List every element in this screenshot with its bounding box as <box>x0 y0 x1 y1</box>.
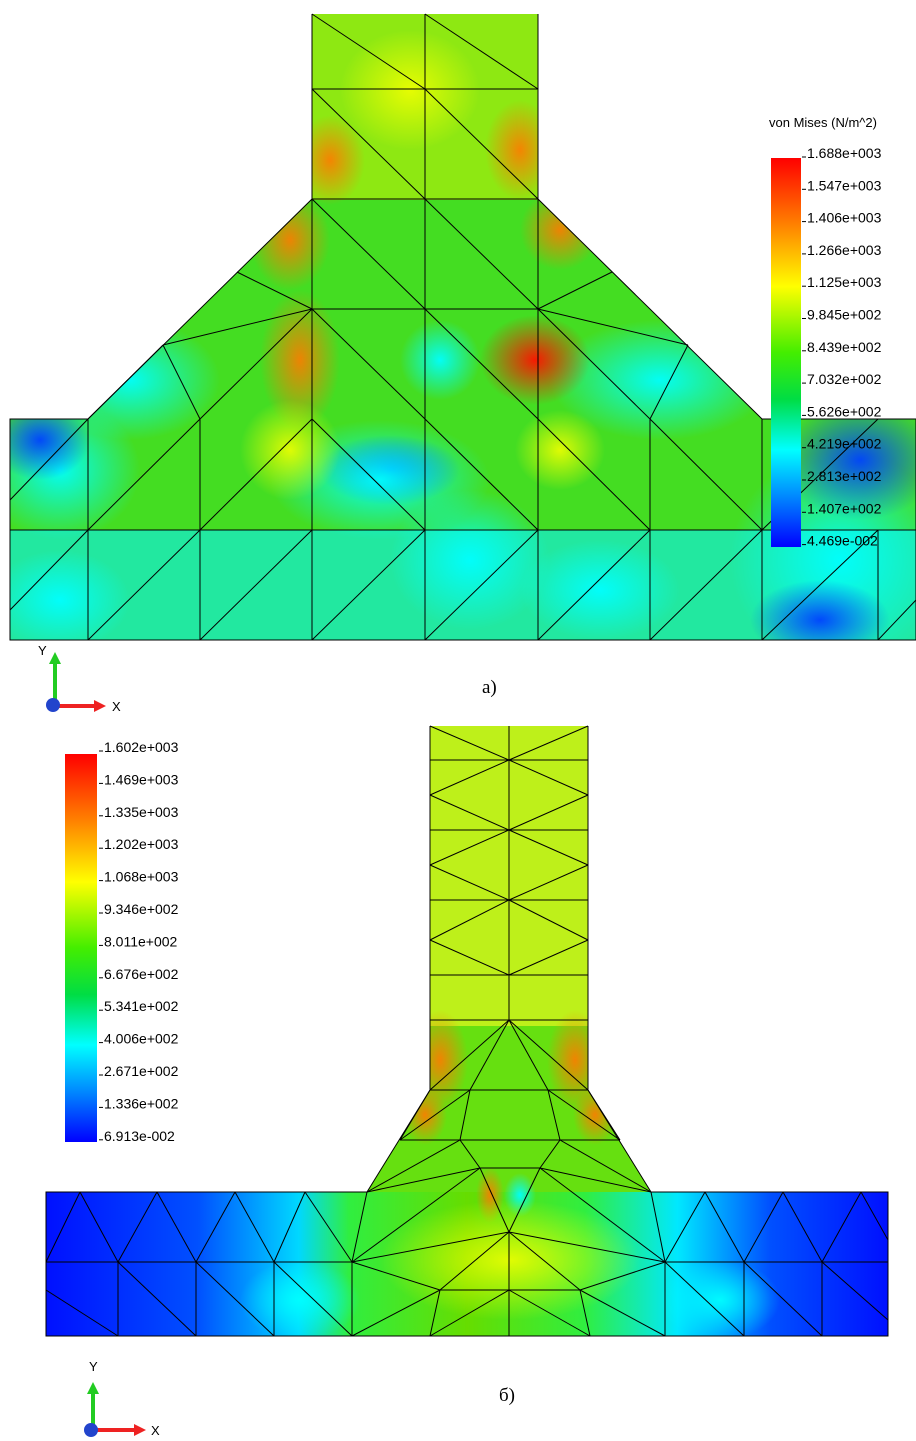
legend-b-value-label: 1.469e+003 <box>104 771 179 787</box>
mesh-a <box>9 13 916 641</box>
legend-a-value-label: 5.626e+002 <box>807 403 882 419</box>
legend-a-value-label: 8.439e+002 <box>807 339 882 355</box>
legend-b-value-label: 6.676e+002 <box>104 966 179 982</box>
caption-a: a) <box>482 677 497 698</box>
legend-b-value-label: 1.602e+003 <box>104 739 179 755</box>
legend-a-value-label: 9.845e+002 <box>807 307 882 323</box>
axis-triad-b: Y X <box>84 1359 160 1438</box>
legend-b-value-label: 1.202e+003 <box>104 836 179 852</box>
legend-b-value-label: 1.068e+003 <box>104 869 179 885</box>
legend-a-colorbar <box>771 158 801 547</box>
legend-b: 1.602e+003 1.469e+003 1.335e+003 1.202e+003… <box>65 739 179 1144</box>
legend-b-value-label: 9.346e+002 <box>104 901 179 917</box>
legend-a-value-label: 2.813e+002 <box>807 468 882 484</box>
legend-b-value-label: 4.006e+002 <box>104 1031 179 1047</box>
x-axis-label-a: X <box>112 699 121 714</box>
legend-a-value-label: 1.407e+002 <box>807 500 882 516</box>
legend-b-value-label: 6.913e-002 <box>104 1128 175 1144</box>
legend-b-value-label: 5.341e+002 <box>104 998 179 1014</box>
y-axis-label-b: Y <box>89 1359 98 1374</box>
legend-b-value-label: 1.336e+002 <box>104 1095 179 1111</box>
legend-a-value-label: 1.547e+003 <box>807 177 882 193</box>
origin-marker-a <box>46 698 60 712</box>
legend-a-value-label: 1.266e+003 <box>807 242 882 258</box>
legend-a-value-label: 4.219e+002 <box>807 436 882 452</box>
legend-a-value-label: 7.032e+002 <box>807 371 882 387</box>
legend-a-value-label: 1.406e+003 <box>807 210 882 226</box>
origin-marker-b <box>84 1423 98 1437</box>
legend-a-value-label: 4.469e-002 <box>807 533 878 549</box>
y-axis-label-a: Y <box>38 643 47 658</box>
legend-b-value-label: 8.011e+002 <box>104 933 178 949</box>
x-axis-label-b: X <box>151 1423 160 1438</box>
caption-b: б) <box>499 1385 515 1406</box>
legend-b-value-label: 2.671e+002 <box>104 1063 179 1079</box>
legend-b-colorbar <box>65 754 97 1142</box>
mesh-b <box>45 725 889 1337</box>
axis-triad-a: Y X <box>38 643 121 714</box>
legend-a-value-label: 1.688e+003 <box>807 145 882 161</box>
legend-a-title: von Mises (N/m^2) <box>769 115 877 130</box>
legend-a-value-label: 1.125e+003 <box>807 274 882 290</box>
legend-a: von Mises (N/m^2) 1.688e+003 1.547e+003 1.… <box>769 115 882 549</box>
legend-b-value-label: 1.335e+003 <box>104 804 179 820</box>
model-b <box>45 725 889 1337</box>
